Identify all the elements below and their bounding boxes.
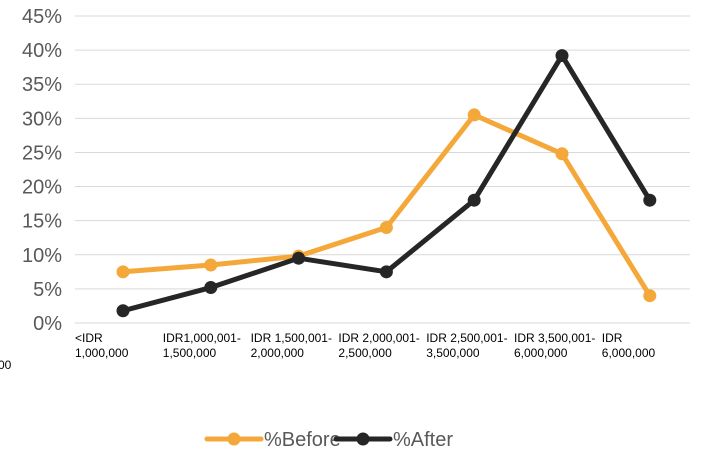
data-point-before: [116, 265, 130, 279]
y-tick-label: 5%: [33, 279, 62, 301]
data-point-after: [379, 265, 393, 279]
data-point-after: [204, 281, 218, 295]
x-tick-label: IDR 1,500,001-: [251, 331, 332, 345]
y-tick-label: 40%: [22, 40, 62, 62]
x-tick-label: 2,500,000: [338, 346, 392, 360]
grid-lines: [75, 15, 690, 324]
x-tick-label: 6,000,000: [602, 346, 656, 360]
x-tick-label: 1,500,000: [163, 346, 217, 360]
data-point-after: [116, 304, 130, 318]
legend-label-before: %Before: [264, 429, 341, 451]
x-tick-label: <IDR: [75, 331, 103, 345]
stray-label: 00: [0, 358, 12, 372]
data-point-after: [643, 193, 657, 207]
legend: %Before %After: [204, 429, 453, 451]
x-tick-label: IDR 2,500,001-: [426, 331, 507, 345]
x-tick-label: 1,000,000: [75, 346, 129, 360]
data-point-before: [379, 220, 393, 234]
data-point-before: [643, 289, 657, 303]
y-tick-label: 10%: [22, 245, 62, 267]
x-tick-label: IDR 2,000,001-: [338, 331, 419, 345]
y-tick-label: 30%: [22, 108, 62, 130]
data-point-before: [555, 147, 569, 161]
x-tick-label: IDR: [602, 331, 623, 345]
x-tick-label: IDR1,000,001-: [163, 331, 241, 345]
legend-marker-before: [227, 432, 241, 446]
data-point-after: [555, 49, 569, 63]
data-point-after: [467, 193, 481, 207]
data-point-before: [467, 108, 481, 122]
y-tick-label: 20%: [22, 177, 62, 199]
x-tick-label: 3,500,000: [426, 346, 480, 360]
legend-marker-after: [356, 432, 370, 446]
series-lines: [116, 49, 657, 318]
legend-label-after: %After: [393, 429, 453, 451]
y-tick-label: 45%: [22, 6, 62, 28]
y-tick-label: 15%: [22, 211, 62, 233]
y-tick-label: 35%: [22, 74, 62, 96]
x-tick-label: 6,000,000: [514, 346, 568, 360]
data-point-before: [204, 258, 218, 272]
x-tick-label: 2,000,000: [251, 346, 305, 360]
y-axis-ticks: 0% 5% 10% 15% 20% 25% 30% 35% 40% 45%: [22, 6, 62, 335]
y-tick-label: 0%: [33, 313, 62, 335]
x-tick-label: IDR 3,500,001-: [514, 331, 595, 345]
y-tick-label: 25%: [22, 142, 62, 164]
data-point-after: [292, 251, 306, 265]
x-axis-ticks: <IDR1,000,000 IDR1,000,001-1,500,000 IDR 1…: [75, 331, 656, 360]
